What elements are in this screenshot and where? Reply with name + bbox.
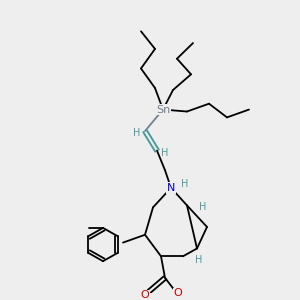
Text: O: O — [174, 289, 182, 298]
Text: H: H — [161, 148, 169, 158]
Text: H: H — [181, 179, 189, 189]
Text: O: O — [141, 290, 149, 300]
Text: H: H — [195, 255, 203, 265]
Text: Sn: Sn — [156, 105, 170, 115]
Text: H: H — [133, 128, 141, 138]
Text: N: N — [167, 183, 175, 193]
Text: H: H — [199, 202, 207, 212]
